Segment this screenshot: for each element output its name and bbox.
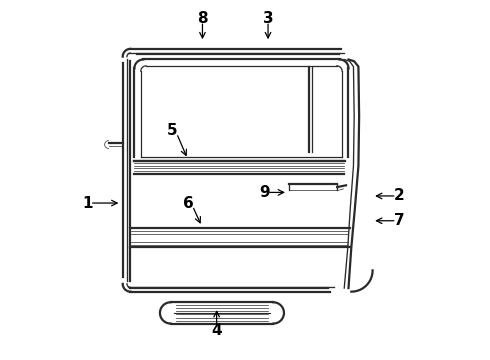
Text: 3: 3 bbox=[263, 11, 273, 26]
Text: 4: 4 bbox=[211, 323, 222, 338]
Text: 9: 9 bbox=[259, 185, 270, 200]
Text: 8: 8 bbox=[197, 11, 208, 26]
Text: 5: 5 bbox=[167, 123, 178, 138]
Text: 1: 1 bbox=[82, 195, 93, 211]
Text: 2: 2 bbox=[394, 188, 405, 203]
Text: 7: 7 bbox=[394, 213, 405, 228]
Text: 6: 6 bbox=[183, 195, 194, 211]
